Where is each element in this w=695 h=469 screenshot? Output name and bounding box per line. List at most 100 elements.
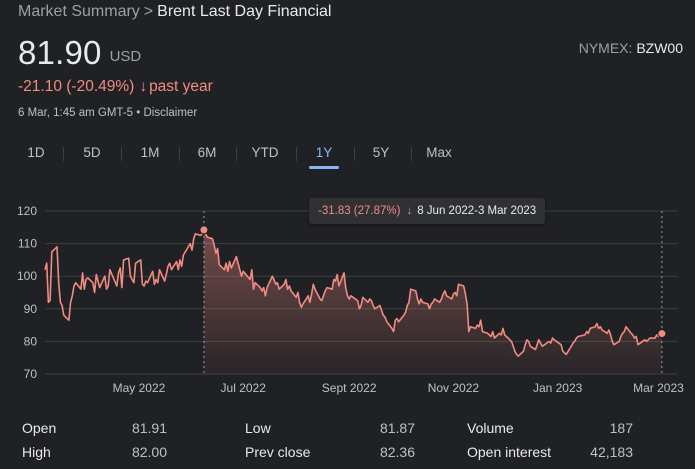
price-point (417, 298, 419, 300)
price-line (44, 229, 663, 357)
price-point (538, 339, 540, 341)
breadcrumb-parent-link[interactable]: Market Summary (18, 3, 140, 20)
price-point (302, 303, 304, 305)
price-point (225, 262, 227, 264)
price-point (335, 280, 337, 282)
price-point (600, 326, 602, 328)
price-point (371, 300, 373, 302)
price-point (584, 334, 586, 336)
price-point (80, 288, 82, 290)
price-point (393, 331, 395, 333)
price-point (622, 333, 624, 335)
price-point (504, 334, 506, 336)
price-point (215, 253, 217, 255)
ticker-symbol: NYMEX: BZW00 (579, 40, 683, 56)
tab-1d[interactable]: 1D (27, 145, 45, 160)
price-point (116, 285, 118, 287)
change-period: past year (149, 78, 213, 95)
price-point (254, 282, 256, 284)
price-point (261, 290, 263, 292)
price-point (231, 267, 233, 269)
tab-5y[interactable]: 5Y (372, 145, 390, 160)
price-point (403, 315, 405, 317)
price-point (530, 346, 532, 348)
price-point (466, 303, 468, 305)
stat-low-value: 81.87 (379, 420, 415, 436)
price-point (565, 354, 567, 356)
price-point (442, 293, 444, 295)
price-point (612, 341, 614, 343)
price-point (285, 279, 287, 281)
price-point (514, 350, 516, 352)
breadcrumb: Market Summary > Brent Last Day Financial (18, 3, 331, 21)
price-point (133, 282, 135, 284)
price-point (140, 259, 142, 261)
selection-endpoints (199, 225, 667, 339)
price-point (465, 293, 467, 295)
price-point (96, 274, 98, 276)
price-point (295, 297, 297, 299)
price-point (398, 321, 400, 323)
price-point (516, 354, 518, 356)
price-point (311, 293, 313, 295)
price-point (635, 336, 637, 338)
price-point (502, 328, 504, 330)
price-change-row: -21.10 (-20.49%) ↓ past year (18, 78, 213, 96)
tab-ytd[interactable]: YTD (251, 145, 279, 160)
price-point (92, 282, 94, 284)
price-point (596, 323, 598, 325)
price-point (620, 336, 622, 338)
price-point (58, 282, 60, 284)
tab-1m[interactable]: 1M (140, 145, 160, 160)
price-point (299, 302, 301, 304)
tab-divider (296, 147, 297, 161)
price-point (82, 272, 84, 274)
x-tick-label: Sept 2022 (322, 381, 377, 395)
arrow-down-icon: ↓ (406, 205, 413, 217)
price-point (290, 290, 292, 292)
price-point (429, 308, 431, 310)
price-point (239, 269, 241, 271)
price-point (432, 302, 434, 304)
stat-volume-value: 187 (609, 420, 633, 436)
stat-low-label: Low (245, 420, 271, 436)
tab-5d[interactable]: 5D (83, 145, 101, 160)
price-point (118, 272, 120, 274)
price-point (463, 285, 465, 287)
price-point (272, 275, 274, 277)
price-point (307, 295, 309, 297)
tooltip-date-range: 8 Jun 2022-3 Mar 2023 (417, 205, 537, 217)
price-chart[interactable]: 70 80 90 100 110 120 May 2022 Jul 2022 Sept 202… (0, 196, 695, 400)
price-point (143, 285, 145, 287)
price-point (263, 287, 265, 289)
y-tick-label: 80 (24, 334, 38, 348)
price-change: -21.10 (-20.49%) (18, 78, 135, 95)
stat-open-interest-value: 42,183 (590, 444, 633, 460)
price-point (610, 334, 612, 336)
price-point (72, 295, 74, 297)
price-point (60, 302, 62, 304)
price-point (107, 285, 109, 287)
price-point (518, 355, 520, 357)
price-point (446, 295, 448, 297)
y-tick-label: 100 (17, 269, 37, 283)
disclaimer-link[interactable]: Disclaimer (143, 107, 198, 119)
price-point (379, 305, 381, 307)
tab-6m[interactable]: 6M (197, 145, 217, 160)
price-point (336, 274, 338, 276)
price-point (625, 326, 627, 328)
price-point (155, 279, 157, 281)
price-point (427, 303, 429, 305)
price-point (444, 290, 446, 292)
tab-max[interactable]: Max (426, 145, 452, 160)
price-point (468, 331, 470, 333)
price-chart-svg[interactable]: 70 80 90 100 110 120 May 2022 Jul 2022 Sept 202… (0, 196, 695, 400)
tab-1y[interactable]: 1Y (309, 140, 339, 169)
tab-divider (411, 147, 412, 161)
selection-markers (203, 211, 663, 374)
price-point (119, 267, 121, 269)
price-point (266, 287, 268, 289)
price-point (324, 290, 326, 292)
price-point (574, 341, 576, 343)
price-point (552, 337, 554, 339)
